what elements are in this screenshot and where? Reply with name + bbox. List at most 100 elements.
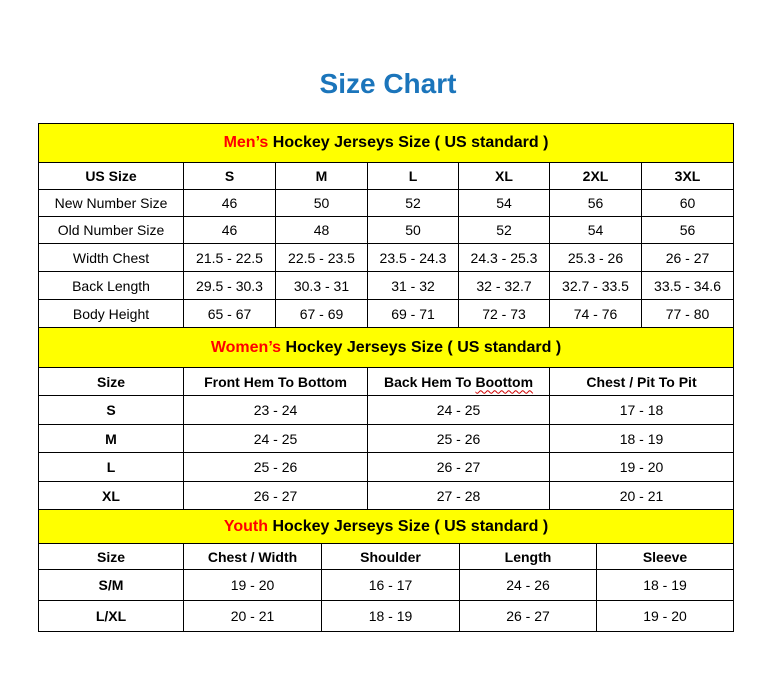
table-cell: 65 - 67 [183,299,276,328]
row-label: Body Height [38,299,184,328]
column-header-label: Front Hem To Bottom [204,373,347,390]
table-row: New Number Size 46 50 52 54 56 60 [38,189,735,217]
row-label: S/M [38,569,184,601]
column-header-row: Size Front Hem To Bottom Back Hem To Boott… [38,367,735,396]
row-label: Old Number Size [38,216,184,244]
table-cell: 31 - 32 [367,271,459,300]
column-header-label: Length [504,548,552,565]
page-title: Size Chart [319,68,457,99]
column-header-label: Size [96,548,125,565]
table-cell: 30.3 - 31 [275,271,368,300]
table-cell: 33.5 - 34.6 [640,271,735,300]
table-cell: 72 - 73 [458,299,550,328]
table-cell: 18 - 19 [321,600,460,632]
column-header: S [183,162,276,190]
table-cell: 32.7 - 33.5 [549,271,642,300]
column-header-label: US Size [85,168,137,184]
youth-section-title: Youth Hockey Jerseys Size ( US standard … [37,509,735,544]
table-cell: 52 [458,216,550,244]
table-row: S/M 19 - 20 16 - 17 24 - 26 18 - 19 [38,569,735,601]
table-cell: 24.3 - 25.3 [458,243,550,272]
table-row: L 25 - 26 26 - 27 19 - 20 [38,452,735,482]
column-header-label: 3XL [674,168,701,184]
table-cell: 48 [275,216,368,244]
table-cell: 26 - 27 [183,481,368,510]
table-cell: 67 - 69 [275,299,368,328]
table-cell: 22.5 - 23.5 [275,243,368,272]
table-cell: 56 [640,216,735,244]
column-header: 2XL [549,162,642,190]
table-cell: 46 [183,216,276,244]
column-header-label: Chest / Pit To Pit [586,373,697,390]
womens-title-row: Women’s Hockey Jerseys Size ( US standar… [37,327,735,368]
column-header: XL [458,162,550,190]
column-header: Sleeve [595,543,735,570]
section-title-text: Hockey Jerseys Size ( US standard ) [268,517,549,535]
youth-title-row: Youth Hockey Jerseys Size ( US standard … [37,509,735,544]
table-cell: 25 - 26 [367,424,550,453]
mens-title-row: Men’s Hockey Jerseys Size ( US standard … [37,123,735,163]
womens-section-title: Women’s Hockey Jerseys Size ( US standar… [37,327,735,368]
table-cell: 16 - 17 [321,569,460,601]
column-header-label: L [408,168,418,184]
section-title-highlight: Women’s [210,338,282,356]
row-label: M [38,424,184,453]
table-cell: 24 - 25 [183,424,368,453]
row-label: L/XL [38,600,184,632]
column-header: Back Hem To Boottom [367,367,550,396]
table-cell: 20 - 21 [183,600,322,632]
section-title-text: Hockey Jerseys Size ( US standard ) [281,338,562,356]
table-cell: 26 - 27 [367,452,550,482]
row-label: Width Chest [38,243,184,272]
column-header-row: Size Chest / Width Shoulder Length Sleeve [38,543,735,570]
table-cell: 27 - 28 [367,481,550,510]
table-cell: 52 [367,189,459,217]
table-cell: 21.5 - 22.5 [183,243,276,272]
table-cell: 29.5 - 30.3 [183,271,276,300]
table-cell: 26 - 27 [459,600,597,632]
table-cell: 46 [183,189,276,217]
column-header: Length [459,543,597,570]
table-row: Body Height 65 - 67 67 - 69 69 - 71 72 - 73 7… [38,299,735,328]
column-header: Front Hem To Bottom [183,367,368,396]
column-header-label: Shoulder [360,548,421,565]
table-row: M 24 - 25 25 - 26 18 - 19 [38,424,735,453]
mens-section-title: Men’s Hockey Jerseys Size ( US standard … [37,123,735,163]
youth-size-table: Youth Hockey Jerseys Size ( US standard … [37,509,735,632]
table-cell: 19 - 20 [595,600,735,632]
column-header-label: Chest / Width [207,548,298,565]
column-header: L [367,162,459,190]
column-header-label: 2XL [582,168,609,184]
column-header-label: M [315,168,328,184]
table-cell: 60 [640,189,735,217]
table-cell: 18 - 19 [595,569,735,601]
column-header-label: Size [96,373,125,390]
table-cell: 50 [367,216,459,244]
table-cell: 20 - 21 [548,481,735,510]
column-header-label: S [224,168,235,184]
row-label: L [38,452,184,482]
mens-size-table: Men’s Hockey Jerseys Size ( US standard … [37,123,735,328]
table-cell: 54 [458,189,550,217]
table-cell: 23 - 24 [183,395,368,425]
table-cell: 24 - 26 [459,569,597,601]
column-header: Size [38,543,184,570]
table-cell: 25.3 - 26 [549,243,642,272]
row-label: XL [38,481,184,510]
table-cell: 19 - 20 [548,452,735,482]
table-cell: 17 - 18 [548,395,735,425]
table-cell: 23.5 - 24.3 [367,243,459,272]
table-cell: 19 - 20 [183,569,322,601]
column-header-label: Back Hem To Boottom [383,373,534,390]
section-title-text: Hockey Jerseys Size ( US standard ) [268,134,549,151]
table-row: S 23 - 24 24 - 25 17 - 18 [38,395,735,425]
row-label: New Number Size [38,189,184,217]
table-cell: 18 - 19 [548,424,735,453]
table-row: Back Length 29.5 - 30.3 30.3 - 31 31 - 32 32… [38,271,735,300]
table-row: Old Number Size 46 48 50 52 54 56 [38,216,735,244]
table-cell: 32 - 32.7 [458,271,550,300]
table-row: Width Chest 21.5 - 22.5 22.5 - 23.5 23.5 - … [38,243,735,272]
table-cell: 25 - 26 [183,452,368,482]
column-header-label: XL [495,168,513,184]
table-row: L/XL 20 - 21 18 - 19 26 - 27 19 - 20 [38,600,735,632]
